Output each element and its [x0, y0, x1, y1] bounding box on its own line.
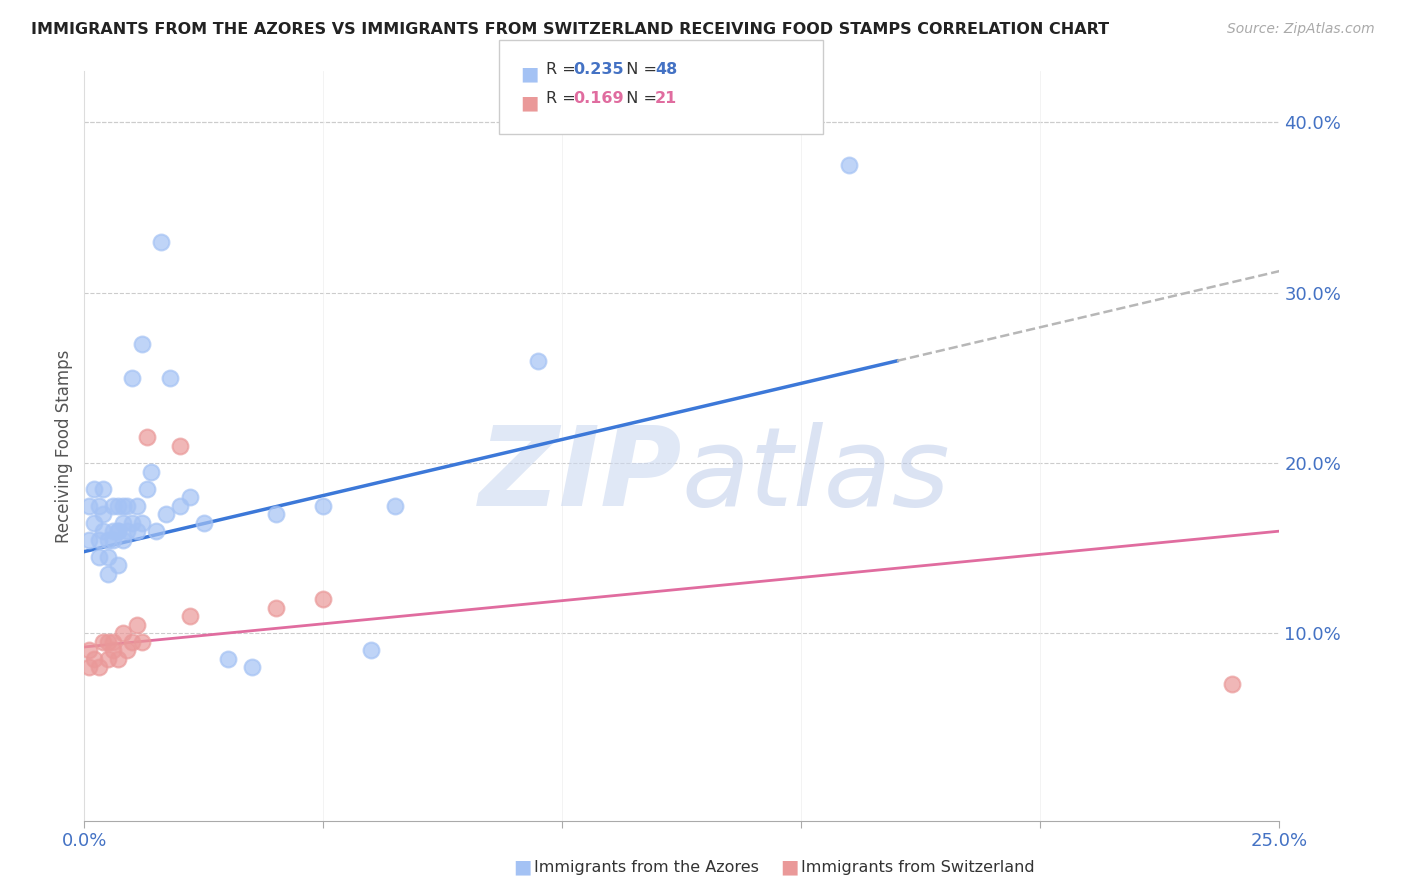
Point — [149, 235, 172, 249]
Point — [312, 499, 335, 513]
Point — [179, 490, 201, 504]
Point — [101, 635, 124, 649]
Point — [101, 643, 124, 657]
Point — [121, 371, 143, 385]
Text: R =: R = — [546, 91, 581, 106]
Point — [97, 566, 120, 581]
Point — [97, 652, 120, 666]
Point — [87, 660, 110, 674]
Point — [87, 499, 110, 513]
Point — [125, 524, 148, 538]
Point — [193, 516, 215, 530]
Point — [101, 533, 124, 547]
Point — [111, 533, 134, 547]
Point — [1220, 677, 1243, 691]
Point — [101, 524, 124, 538]
Point — [87, 549, 110, 564]
Point — [107, 558, 129, 573]
Point — [107, 652, 129, 666]
Point — [93, 635, 115, 649]
Point — [131, 336, 153, 351]
Point — [111, 516, 134, 530]
Point — [169, 439, 191, 453]
Point — [83, 652, 105, 666]
Point — [240, 660, 263, 674]
Text: 21: 21 — [655, 91, 678, 106]
Point — [93, 507, 115, 521]
Point — [77, 643, 100, 657]
Point — [312, 592, 335, 607]
Text: ■: ■ — [520, 94, 538, 112]
Point — [77, 533, 100, 547]
Point — [83, 482, 105, 496]
Point — [111, 499, 134, 513]
Point — [169, 499, 191, 513]
Point — [93, 482, 115, 496]
Point — [141, 465, 163, 479]
Point — [77, 660, 100, 674]
Point — [121, 635, 143, 649]
Text: N =: N = — [616, 62, 662, 77]
Text: 48: 48 — [655, 62, 678, 77]
Point — [125, 617, 148, 632]
Point — [97, 549, 120, 564]
Point — [179, 609, 201, 624]
Text: IMMIGRANTS FROM THE AZORES VS IMMIGRANTS FROM SWITZERLAND RECEIVING FOOD STAMPS : IMMIGRANTS FROM THE AZORES VS IMMIGRANTS… — [31, 22, 1109, 37]
Point — [117, 499, 139, 513]
Point — [83, 516, 105, 530]
Point — [145, 524, 167, 538]
Text: Immigrants from Switzerland: Immigrants from Switzerland — [801, 860, 1035, 874]
Text: ■: ■ — [513, 857, 531, 877]
Text: ■: ■ — [520, 64, 538, 83]
Point — [131, 635, 153, 649]
Point — [125, 499, 148, 513]
Point — [101, 499, 124, 513]
Point — [135, 430, 157, 444]
Point — [360, 643, 382, 657]
Point — [117, 524, 139, 538]
Text: Immigrants from the Azores: Immigrants from the Azores — [534, 860, 759, 874]
Text: ZIP: ZIP — [478, 423, 682, 530]
Text: 0.169: 0.169 — [574, 91, 624, 106]
Point — [384, 499, 406, 513]
Text: 0.235: 0.235 — [574, 62, 624, 77]
Point — [93, 524, 115, 538]
Point — [107, 499, 129, 513]
Text: R =: R = — [546, 62, 581, 77]
Point — [131, 516, 153, 530]
Point — [155, 507, 177, 521]
Text: atlas: atlas — [682, 423, 950, 530]
Point — [217, 652, 239, 666]
Text: ■: ■ — [780, 857, 799, 877]
Point — [264, 507, 287, 521]
Point — [107, 524, 129, 538]
Point — [264, 600, 287, 615]
Point — [135, 482, 157, 496]
Point — [159, 371, 181, 385]
Point — [838, 158, 860, 172]
Point — [117, 643, 139, 657]
Point — [77, 499, 100, 513]
Point — [121, 516, 143, 530]
Point — [97, 635, 120, 649]
Text: Source: ZipAtlas.com: Source: ZipAtlas.com — [1227, 22, 1375, 37]
Y-axis label: Receiving Food Stamps: Receiving Food Stamps — [55, 350, 73, 542]
Point — [97, 533, 120, 547]
Point — [111, 626, 134, 640]
Point — [87, 533, 110, 547]
Point — [107, 524, 129, 538]
Text: N =: N = — [616, 91, 662, 106]
Point — [527, 354, 550, 368]
